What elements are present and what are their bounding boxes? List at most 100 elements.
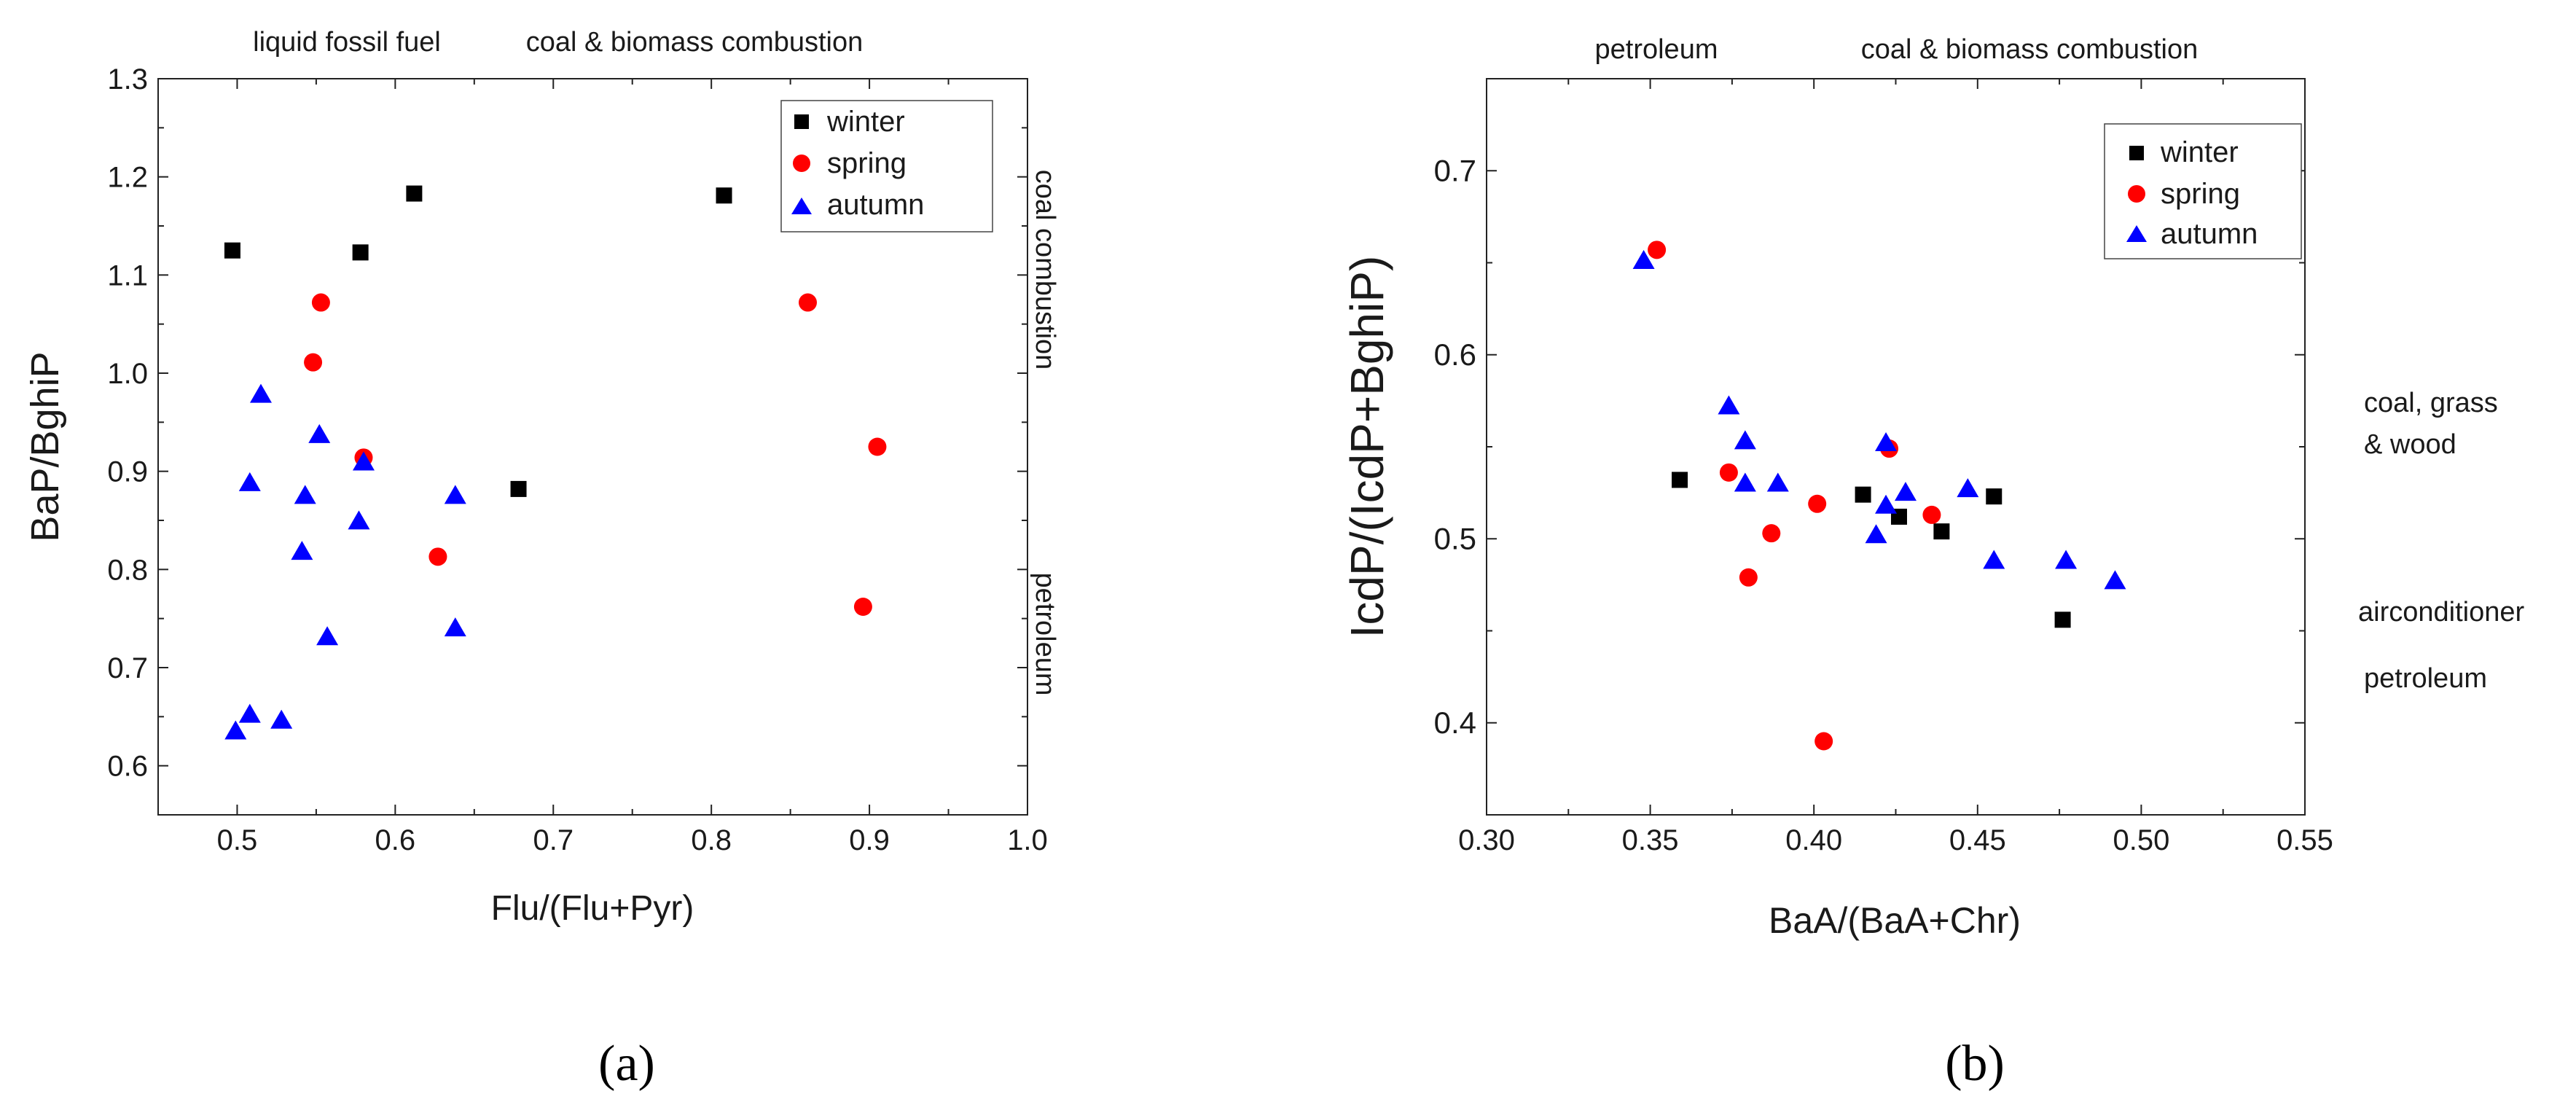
autumn-point [444,485,466,504]
y-tick-label: 0.8 [107,554,148,586]
legend-b-winter-label: winter [2160,136,2239,168]
autumn-point [291,541,313,560]
legend-a-box [780,100,993,232]
winter-point [352,244,369,261]
autumn-point [1632,249,1655,269]
autumn-point [1875,494,1898,514]
x-tick-label: 0.55 [2276,824,2333,856]
autumn-point [1734,430,1756,450]
legend-b-autumn-marker [2126,225,2147,242]
x-ticks-b: 0.30 0.35 0.40 0.45 0.50 0.55 [1458,79,2333,856]
legend-b: winter spring autumn [2104,123,2302,259]
panel-label-b: (b) [1945,1036,2005,1092]
spring-point [868,437,887,456]
winter-point [1855,486,1871,503]
winter-point [1933,523,1950,540]
y-tick-label: 0.6 [1434,337,1476,372]
legend-b-autumn-label: autumn [2161,218,2258,250]
plot-frame-a [157,78,1028,816]
markers-a [224,185,887,740]
y-ticks-b: 0.4 0.5 0.6 0.7 [1434,153,2305,740]
autumn-point [352,451,375,471]
legend-b-winter-marker [2129,146,2144,160]
y-tick-label: 1.0 [107,358,148,390]
spring-point [853,598,872,617]
right-annotation-and-wood: & wood [2364,429,2456,460]
autumn-point [270,709,293,729]
legend-a-spring-marker [793,155,810,172]
spring-point [1648,241,1667,259]
spring-point [1814,732,1833,751]
x-axis-label-b: BaA/(BaA+Chr) [1769,900,2021,941]
spring-point [1739,568,1758,587]
x-tick-label: 0.30 [1458,824,1515,856]
x-tick-label: 0.9 [849,824,890,856]
autumn-point [2055,550,2078,569]
autumn-point [1875,431,1898,451]
autumn-point [1718,395,1740,415]
right-annotation-coal-grass: coal, grass [2364,388,2498,418]
x-tick-label: 0.5 [217,824,258,856]
y-ticks-a: 0.6 0.7 0.8 0.9 1.0 1.1 1.2 1.3 [107,63,1027,783]
legend-a-autumn-marker [791,198,812,214]
x-ticks-a: 0.5 0.6 0.7 0.8 0.9 1.0 [217,79,1048,856]
x-tick-label: 0.45 [1949,824,2006,856]
autumn-point [238,472,261,491]
winter-point [1672,472,1688,488]
x-tick-label: 0.40 [1785,824,1842,856]
panel-label-a: (a) [598,1036,655,1092]
autumn-point [1734,472,1756,492]
right-annotation-petroleum-b: petroleum [2364,663,2487,694]
spring-point [311,293,330,312]
panel-b: 0.30 0.35 0.40 0.45 0.50 0.55 0.4 0.5 0.6 0.7 Ba… [1341,34,2524,1092]
winter-point [716,187,732,204]
autumn-point [1865,524,1887,544]
y-tick-label: 0.9 [107,456,148,488]
x-tick-label: 0.50 [2113,824,2169,856]
autumn-point [1894,482,1917,501]
legend-b-spring-label: spring [2161,178,2240,210]
right-annotation-airconditioner: airconditioner [2358,597,2524,628]
autumn-point [224,720,247,740]
autumn-point [238,703,261,723]
spring-point [1762,524,1781,543]
spring-point [1808,494,1827,513]
autumn-point [2104,570,2126,590]
y-tick-label: 0.7 [1434,153,1476,187]
autumn-point [1766,472,1789,492]
y-tick-label: 1.1 [107,259,148,292]
right-annotation-petroleum-a: petroleum [1030,573,1060,696]
x-tick-label: 0.7 [533,824,573,856]
top-annotation-petroleum-b: petroleum [1595,34,1718,65]
autumn-point [444,617,466,637]
spring-point [798,293,817,312]
top-annotation-liquid-fossil-fuel: liquid fossil fuel [253,27,441,58]
autumn-point [249,383,272,403]
right-annotation-coal-combustion: coal combustion [1030,170,1060,370]
x-tick-label: 0.8 [691,824,732,856]
y-tick-label: 0.4 [1434,706,1476,740]
x-tick-label: 1.0 [1007,824,1048,856]
y-tick-label: 0.5 [1434,521,1476,555]
legend-a-autumn-label: autumn [827,189,924,221]
y-tick-label: 1.2 [107,162,148,194]
x-axis-label-a: Flu/(Flu+Pyr) [491,889,694,928]
legend-a-spring-label: spring [827,147,907,179]
autumn-point [316,626,339,646]
autumn-point [1957,478,1979,498]
spring-point [304,353,323,372]
legend-b-spring-marker [2128,185,2145,203]
top-annotation-coal-biomass-b: coal & biomass combustion [1861,34,2199,65]
x-tick-label: 0.35 [1622,824,1679,856]
top-annotation-coal-biomass-a: coal & biomass combustion [526,27,864,58]
markers-b [1632,241,2126,751]
spring-point [1922,505,1941,524]
spring-point [1719,463,1738,482]
autumn-point [1983,550,2005,569]
y-tick-label: 0.6 [107,751,148,783]
y-axis-label-b: IcdP/(IcdP+BghiP) [1341,256,1393,638]
x-tick-label: 0.6 [375,824,416,856]
autumn-point [348,510,370,530]
legend-a-winter-marker [794,114,809,129]
